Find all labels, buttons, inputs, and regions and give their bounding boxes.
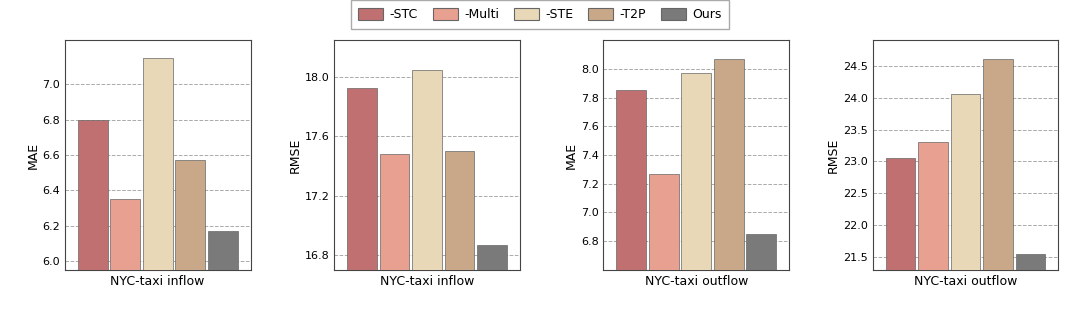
Y-axis label: MAE: MAE	[565, 141, 578, 169]
X-axis label: NYC-taxi outflow: NYC-taxi outflow	[645, 275, 748, 288]
Y-axis label: RMSE: RMSE	[827, 137, 840, 173]
Bar	[347, 88, 377, 270]
Bar	[143, 58, 173, 270]
Bar	[714, 59, 744, 270]
Y-axis label: RMSE: RMSE	[288, 137, 301, 173]
Bar	[175, 160, 205, 270]
Bar	[78, 120, 108, 270]
Bar	[1015, 254, 1045, 270]
Bar	[411, 70, 442, 270]
Bar	[886, 158, 916, 270]
X-axis label: NYC-taxi inflow: NYC-taxi inflow	[110, 275, 205, 288]
Bar	[379, 154, 409, 270]
Bar	[918, 142, 948, 270]
Bar	[617, 91, 646, 270]
Bar	[477, 245, 507, 270]
Bar	[950, 95, 981, 270]
Bar	[649, 174, 678, 270]
Bar	[983, 60, 1013, 270]
Legend: -STC, -Multi, -STE, -T2P, Ours: -STC, -Multi, -STE, -T2P, Ours	[351, 0, 729, 29]
Bar	[445, 151, 474, 270]
Bar	[207, 231, 238, 270]
X-axis label: NYC-taxi outflow: NYC-taxi outflow	[914, 275, 1017, 288]
X-axis label: NYC-taxi inflow: NYC-taxi inflow	[380, 275, 474, 288]
Bar	[110, 199, 140, 270]
Y-axis label: MAE: MAE	[26, 141, 39, 169]
Bar	[746, 234, 777, 270]
Bar	[681, 73, 712, 270]
